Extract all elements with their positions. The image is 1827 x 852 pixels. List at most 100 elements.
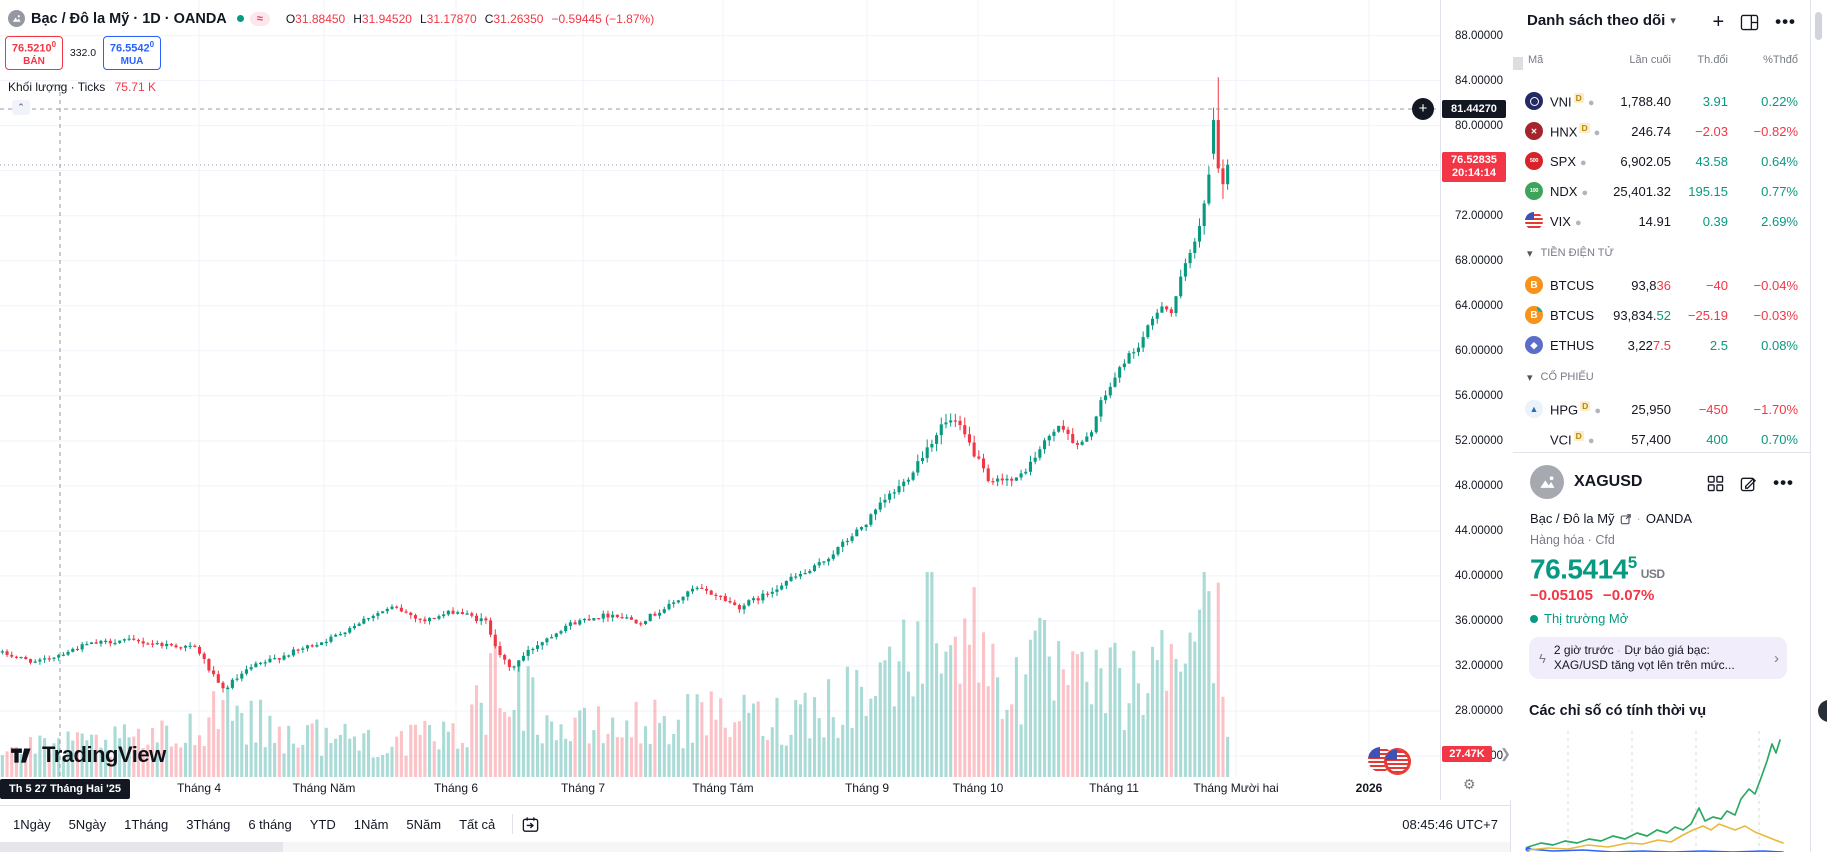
edit-note-icon[interactable] [1740, 475, 1757, 492]
economic-calendar-flags-icon[interactable] [1368, 747, 1416, 775]
watchlist-row-btcus[interactable]: B BTCUS 93,836 −40 −0.04% [1513, 270, 1810, 300]
symbol-title[interactable]: Bạc / Đô la Mỹ · 1D · OANDA [31, 10, 227, 27]
hpg-icon: ▲ [1525, 400, 1543, 418]
news-title-2: XAG/USD tăng vọt lên trên mức... [1553, 658, 1735, 672]
watchlist-row-ethus[interactable]: ◆ ETHUS 3,227.5 2.5 0.08% [1513, 330, 1810, 360]
detail-description[interactable]: Bạc / Đô la Mỹ [1530, 511, 1615, 526]
watchlist-section[interactable]: ▾ CỔ PHIẾU [1513, 360, 1810, 394]
watchlist-header[interactable]: Danh sách theo dõi ▾ [1527, 12, 1676, 29]
buy-button[interactable]: 76.55420 MUA [103, 36, 161, 70]
bottom-strip [0, 842, 1510, 852]
chevron-down-icon: ▾ [1670, 15, 1676, 27]
vix-icon [1525, 212, 1543, 230]
btc-icon: B [1525, 276, 1543, 294]
row-symbol: BTCUS [1550, 277, 1595, 293]
sell-button[interactable]: 76.52100 BÁN [5, 36, 63, 70]
row-change: 400 [1706, 431, 1728, 447]
detail-meta: Hàng hóa · Cfd [1530, 533, 1615, 547]
watchlist-row-vix[interactable]: VIX ● 14.91 0.39 2.69% [1513, 206, 1810, 236]
price-scale[interactable]: 88.00000 84.00000 80.00000 72.00000 68.00000… [1440, 0, 1511, 800]
detail-symbol[interactable]: XAGUSD [1574, 473, 1643, 490]
session-clock[interactable]: 08:45:46 UTC+7 [1402, 817, 1498, 832]
watchlist-column-headers: Mã Lần cuối Th.đổi %Thđổ [1513, 54, 1810, 76]
scrollbar-thumb[interactable] [1815, 12, 1822, 40]
range-button-3tháng[interactable]: 3Tháng [177, 813, 239, 836]
range-button-1tháng[interactable]: 1Tháng [115, 813, 177, 836]
row-symbol: VCI D ● [1550, 430, 1595, 448]
watchlist-row-btcus[interactable]: B BTCUS 93,834.52 −25.19 −0.03% [1513, 300, 1810, 330]
ohlc-readout: O31.88450 H31.94520 L31.17870 C31.26350 … [285, 11, 655, 26]
candlestick-chart[interactable] [0, 0, 1440, 800]
collapse-pane-button[interactable]: ⌃ [12, 100, 30, 115]
range-button-5năm[interactable]: 5Năm [397, 813, 450, 836]
watchlist-row-hpg[interactable]: ▲ HPG D ● 25,950 −450 −1.70% [1513, 394, 1810, 424]
column-symbol[interactable]: Mã [1528, 54, 1544, 66]
price-scale-settings-icon[interactable]: ⚙ [1463, 776, 1476, 792]
detail-price: 76.54145USD [1530, 553, 1665, 585]
toolbar-divider [512, 814, 514, 834]
watchlist-row-vni[interactable]: VNI D ● 1,788.40 3.91 0.22% [1513, 86, 1810, 116]
range-button-1năm[interactable]: 1Năm [345, 813, 398, 836]
news-title-1: Dự báo giá bạc: [1624, 643, 1710, 657]
time-axis-label: Tháng 10 [952, 781, 1004, 795]
row-change: 0.39 [1702, 213, 1728, 229]
eth-icon: ◆ [1525, 336, 1543, 354]
price-axis-label: 52.00000 [1455, 435, 1503, 447]
watchlist-row-spx[interactable]: 500 SPX ● 6,902.05 43.58 0.64% [1513, 146, 1810, 176]
row-last-price: 93,834.52 [1613, 307, 1671, 323]
row-change-percent: 0.64% [1761, 153, 1798, 169]
watchlist-section[interactable]: ▾ TIỀN ĐIỆN TỬ [1513, 236, 1810, 270]
delayed-data-badge: D [1573, 430, 1584, 441]
timeframe-toolbar: 1Ngày 5Ngày 1Tháng 3Tháng 6 tháng YTD 1Năm 5Năm… [0, 805, 1510, 842]
range-button-1ngày[interactable]: 1Ngày [4, 813, 60, 836]
column-change[interactable]: Th.đổi [1697, 54, 1728, 66]
price-axis-label: 64.00000 [1455, 300, 1503, 312]
row-last-price: 1,788.40 [1620, 93, 1671, 109]
row-symbol: VIX ● [1550, 213, 1582, 229]
tradingview-logo-icon [11, 748, 31, 763]
watchlist-title[interactable]: Danh sách theo dõi [1527, 12, 1666, 29]
status-dot-icon: ● [1587, 97, 1595, 110]
floating-action-button[interactable] [1818, 700, 1827, 722]
section-chevron-icon: ▾ [1527, 371, 1533, 384]
watchlist-row-ndx[interactable]: 100 NDX ● 25,401.32 195.15 0.77% [1513, 176, 1810, 206]
crosshair-add-alert-icon[interactable]: + [1412, 98, 1434, 120]
row-change: 2.5 [1709, 337, 1728, 353]
range-button-5ngày[interactable]: 5Ngày [60, 813, 116, 836]
vci-icon [1525, 430, 1543, 448]
watchlist-row-vci[interactable]: VCI D ● 57,400 400 0.70% [1513, 424, 1810, 451]
detail-exchange[interactable]: OANDA [1645, 511, 1693, 526]
notification-wave-icon[interactable]: ≈ [249, 11, 270, 26]
row-change-percent: 0.77% [1761, 183, 1798, 199]
seasonality-chart[interactable] [1513, 731, 1810, 852]
hnx-icon: ✕ [1525, 122, 1543, 140]
spx-icon: 500 [1525, 152, 1543, 170]
external-link-icon[interactable] [1620, 513, 1632, 525]
layout-grid-icon[interactable] [1707, 475, 1724, 492]
row-change-percent: 0.70% [1761, 431, 1798, 447]
add-symbol-icon[interactable]: + [1712, 11, 1725, 33]
time-axis-label: Tháng Tám [692, 781, 754, 795]
row-last-price: 57,400 [1631, 431, 1671, 447]
symbol-logo-icon [8, 10, 25, 27]
row-change-percent: −1.70% [1753, 401, 1798, 417]
watchlist-rows: VNI D ● 1,788.40 3.91 0.22% ✕ HNX D ● 246.74 −2.03 −… [1513, 86, 1810, 451]
time-axis-label: Tháng Năm [292, 781, 356, 795]
panel-collapse-handle[interactable]: ❯ [1500, 746, 1511, 761]
row-last-price: 246.74 [1631, 123, 1671, 139]
detail-more-options-icon[interactable]: ••• [1773, 473, 1794, 492]
go-to-date-icon[interactable] [521, 815, 540, 834]
price-axis-label: 44.00000 [1455, 525, 1503, 537]
watchlist-row-hnx[interactable]: ✕ HNX D ● 246.74 −2.03 −0.82% [1513, 116, 1810, 146]
more-options-icon[interactable]: ••• [1775, 12, 1796, 31]
delayed-data-badge: D [1579, 122, 1590, 133]
news-card[interactable]: ϟ 2 giờ trước · Dự báo giá bạc: XAG/USD … [1529, 637, 1787, 679]
range-button-ytd[interactable]: YTD [301, 813, 345, 836]
row-symbol: HPG D ● [1550, 400, 1601, 418]
grid-layout-icon[interactable] [1740, 14, 1759, 31]
range-button-6-tháng[interactable]: 6 tháng [239, 813, 300, 836]
column-last[interactable]: Lần cuối [1629, 54, 1671, 66]
range-button-tất-cả[interactable]: Tất cả [450, 813, 504, 836]
column-change-percent[interactable]: %Thđổ [1763, 54, 1798, 66]
volume-legend[interactable]: Khối lượng · Ticks 75.71 K [8, 80, 156, 94]
